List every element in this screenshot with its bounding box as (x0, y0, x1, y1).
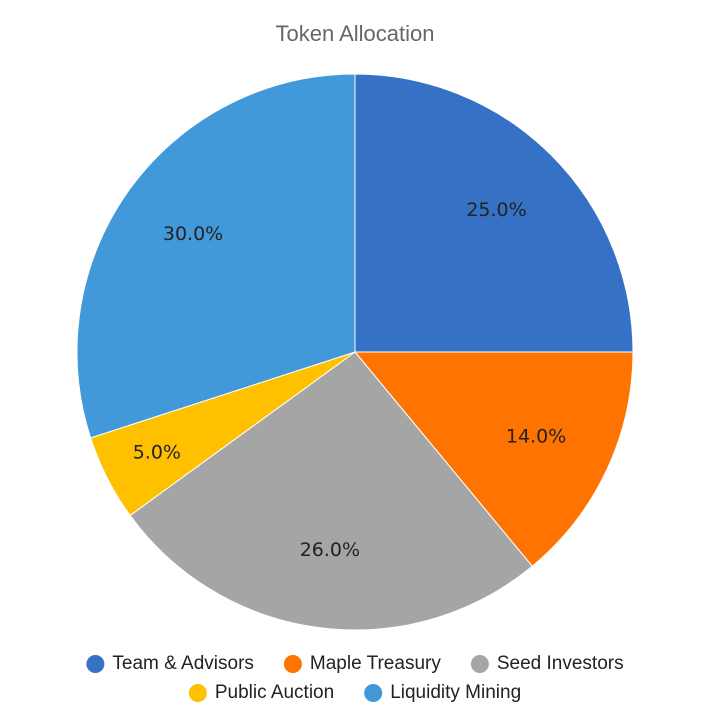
legend-label: Maple Treasury (310, 653, 441, 674)
value-label: 14.0% (506, 426, 566, 448)
value-label: 5.0% (133, 441, 181, 463)
legend-row: Team & Advisors Maple Treasury Seed Invest… (86, 653, 624, 674)
legend-label: Team & Advisors (112, 653, 254, 674)
value-label: 25.0% (466, 199, 526, 221)
pie-slice (76, 73, 356, 439)
legend-marker (283, 655, 302, 673)
legend-label: Liquidity Mining (390, 682, 521, 703)
pie-slice (353, 351, 634, 567)
value-label: 30.0% (163, 223, 223, 245)
legend-row: Public Auction Liquidity Mining (188, 682, 521, 703)
pie-slice (354, 73, 634, 353)
chart-title: Token Allocation (276, 21, 435, 46)
pie-slice (129, 351, 533, 631)
legend-label: Public Auction (215, 682, 334, 703)
legend-marker (470, 655, 489, 673)
legend-marker (86, 655, 105, 673)
legend-marker (188, 684, 207, 702)
value-label: 26.0% (300, 539, 360, 561)
legend-marker (364, 684, 383, 702)
legend-label: Seed Investors (497, 653, 624, 674)
